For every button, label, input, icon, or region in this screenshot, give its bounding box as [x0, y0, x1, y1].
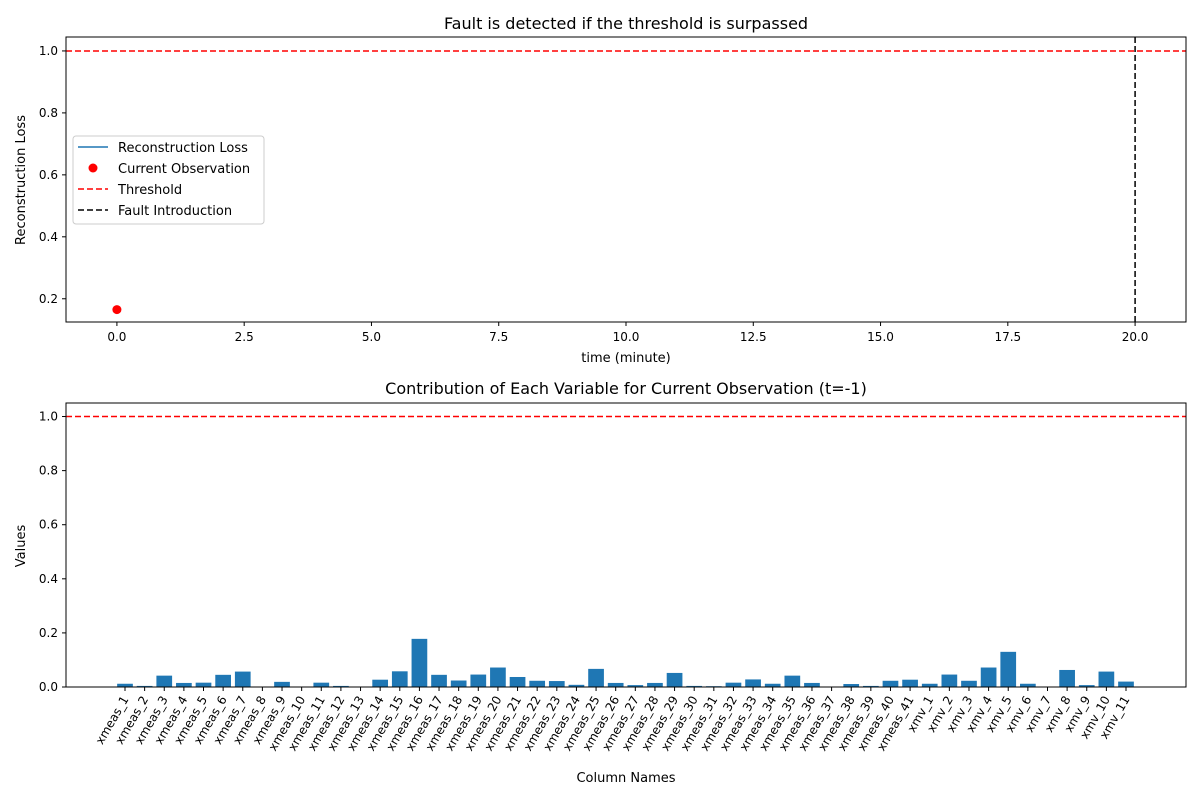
- bar-xmeas-25: [588, 668, 604, 687]
- bar-xmv-1: [921, 683, 938, 687]
- legend-label-fault-introduction: Fault Introduction: [118, 204, 232, 219]
- y-tick-label: 0.4: [39, 572, 58, 586]
- y-tick-label: 0.2: [39, 626, 58, 640]
- bar-xmeas-26: [607, 682, 624, 687]
- current-observation-point: [112, 305, 122, 315]
- x-tick-label: 17.5: [994, 330, 1021, 344]
- contribution-chart-ylabel: Values: [14, 525, 29, 568]
- bar-xmeas-39: [862, 685, 879, 687]
- bar-xmeas-19: [470, 674, 487, 687]
- bar-xmeas-30: [686, 685, 703, 687]
- bar-xmeas-34: [764, 683, 781, 687]
- bar-xmeas-40: [882, 680, 899, 687]
- legend-label-threshold: Threshold: [117, 183, 182, 198]
- y-tick-label: 0.8: [39, 106, 58, 120]
- bar-xmv-5: [1000, 651, 1017, 687]
- bar-xmeas-33: [745, 679, 761, 687]
- bar-xmv-11: [1118, 681, 1134, 687]
- x-tick-label: 0.0: [107, 330, 126, 344]
- bar-xmv-8: [1059, 669, 1075, 687]
- bar-xmeas-1: [117, 683, 133, 687]
- bar-xmeas-4: [176, 682, 192, 687]
- bar-xmeas-41: [902, 679, 918, 687]
- x-tick-label: 10.0: [613, 330, 640, 344]
- loss-chart-title: Fault is detected if the threshold is su…: [444, 14, 808, 33]
- y-tick-label: 1.0: [39, 44, 58, 58]
- bar-xmeas-32: [725, 682, 742, 687]
- x-tick-label: 20.0: [1122, 330, 1149, 344]
- y-tick-label: 0.0: [39, 680, 58, 694]
- legend: Reconstruction Loss Current Observation …: [72, 135, 265, 225]
- bar-xmeas-28: [647, 682, 663, 687]
- y-tick-label: 0.4: [39, 230, 58, 244]
- legend-swatch-current-observation: [88, 163, 98, 173]
- y-tick-label: 1.0: [39, 410, 58, 424]
- bar-xmv-4: [980, 667, 997, 687]
- bar-xmeas-6: [215, 674, 231, 687]
- x-tick-label: 7.5: [489, 330, 508, 344]
- bar-xmeas-5: [195, 682, 212, 687]
- bar-xmeas-21: [509, 676, 526, 687]
- x-tick-label: 12.5: [740, 330, 767, 344]
- loss-plot-area: 0.0 2.5 5.0 7.5 10.0 12.5 15.0 17.5 20.0 0.2 0.4 0.…: [39, 36, 1187, 344]
- bar-xmeas-17: [431, 674, 447, 687]
- bar-xmeas-9: [274, 681, 290, 687]
- bar-xmv-9: [1078, 685, 1095, 687]
- y-tick-label: 0.8: [39, 464, 58, 478]
- contribution-chart-xlabel: Column Names: [576, 771, 675, 786]
- bar-xmv-3: [961, 680, 977, 687]
- bar-xmeas-36: [804, 682, 820, 687]
- loss-chart-xlabel: time (minute): [581, 351, 671, 366]
- bar-xmeas-11: [313, 682, 330, 687]
- bar-xmeas-22: [529, 680, 546, 687]
- y-tick-label: 0.6: [39, 168, 58, 182]
- bar-xmeas-2: [136, 685, 153, 687]
- y-tick-label: 0.2: [39, 292, 58, 306]
- bar-xmeas-24: [568, 684, 585, 687]
- bar-xmeas-18: [450, 680, 467, 687]
- bar-xmeas-12: [333, 685, 349, 687]
- x-tick-label: 2.5: [235, 330, 254, 344]
- bar-xmeas-15: [391, 671, 408, 687]
- x-tick-label: 5.0: [362, 330, 381, 344]
- bar-xmeas-7: [234, 671, 251, 687]
- bar-xmv-10: [1098, 671, 1115, 687]
- x-tick-label: 15.0: [867, 330, 894, 344]
- bar-xmv-2: [941, 674, 958, 687]
- legend-label-reconstruction-loss: Reconstruction Loss: [118, 141, 248, 156]
- contribution-plot-frame: [65, 402, 1187, 688]
- bar-xmeas-20: [490, 667, 506, 687]
- legend-frame: [72, 135, 265, 225]
- bar-xmv-6: [1020, 683, 1036, 687]
- bar-xmeas-38: [843, 684, 860, 687]
- y-tick-label: 0.6: [39, 518, 58, 532]
- loss-chart-ylabel: Reconstruction Loss: [14, 115, 29, 245]
- bar-xmeas-3: [156, 675, 173, 687]
- bar-xmeas-35: [784, 675, 801, 687]
- bar-xmeas-27: [627, 685, 644, 687]
- contribution-chart-title: Contribution of Each Variable for Curren…: [385, 379, 867, 398]
- bar-xmeas-29: [666, 672, 683, 687]
- bar-xmeas-14: [372, 679, 389, 687]
- loss-chart: Fault is detected if the threshold is su…: [14, 14, 1187, 366]
- bar-xmeas-16: [411, 638, 428, 687]
- legend-label-current-observation: Current Observation: [118, 162, 250, 177]
- bar-xmeas-23: [548, 681, 565, 687]
